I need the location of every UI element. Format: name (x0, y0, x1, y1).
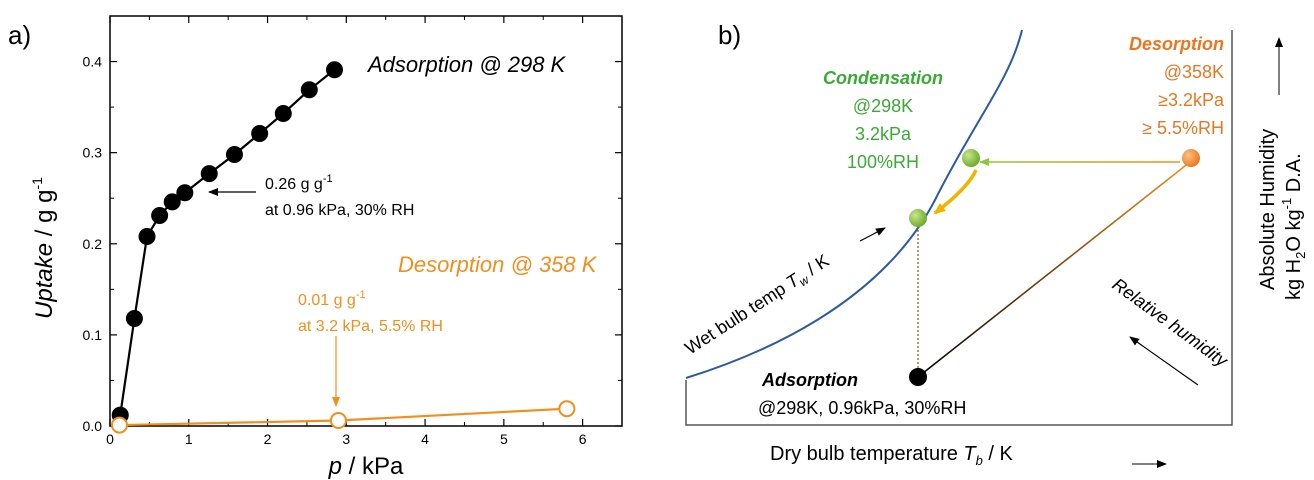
data-point-series-0 (274, 104, 292, 122)
desorption-line-2: ≥3.2kPa (1158, 90, 1225, 110)
x-tick-label: 0 (106, 431, 114, 447)
condensation-point-upper (962, 149, 980, 167)
chart-a-y-axis-label: Uptake / g g-1 (29, 177, 58, 319)
data-point-series-0 (138, 227, 156, 245)
data-point-series-1 (110, 416, 128, 434)
diagram-y-axis-label-line-2: kg H2O kg-1 D.A. (1279, 153, 1308, 300)
diagram-y-axis-label-line-1: Absolute Humidity (1257, 129, 1279, 290)
x-tick-label: 6 (579, 431, 587, 447)
chart-a-x-axis-label: p / kPa (328, 453, 404, 480)
data-point-series-1 (558, 400, 576, 418)
panel-a-label: a) (8, 20, 31, 50)
condensation-title: Condensation (823, 68, 943, 88)
data-point-series-0 (125, 309, 143, 327)
wet-bulb-arrow (859, 227, 886, 242)
panel-b-label: b) (718, 20, 741, 50)
adsorption-line-1: @298K, 0.96kPa, 30%RH (758, 398, 966, 418)
data-point-series-0 (325, 61, 343, 79)
y-tick-label: 0.4 (83, 54, 103, 70)
psychrometric-diagram: b) Condensation @298K 3.2kPa 100%RH Deso… (681, 20, 1308, 468)
diagram-x-axis-label: Dry bulb temperature Tb / K (770, 443, 1014, 468)
chart-a-plot-frame (109, 15, 623, 427)
chart-a-axes: 0 1 2 3 4 5 6 0.0 0.1 0.2 0.3 0.4 (83, 15, 623, 447)
relative-humidity-arrow (1129, 336, 1199, 386)
data-point-series-0 (251, 125, 269, 143)
data-point-series-0 (300, 81, 318, 99)
x-tick-label: 1 (185, 431, 193, 447)
chart-a-series (110, 61, 576, 434)
annotation-desorption-condition: at 3.2 kPa, 5.5% RH (298, 318, 443, 335)
y-tick-label: 0.3 (83, 145, 103, 161)
x-tick-label: 3 (342, 431, 350, 447)
adsorption-title: Adsorption (761, 370, 858, 390)
data-point-series-0 (163, 193, 181, 211)
adsorption-point (909, 368, 927, 386)
condensation-point-lower (909, 209, 927, 227)
desorption-title: Desorption (1129, 34, 1224, 54)
condensation-line-3: 100%RH (847, 152, 919, 172)
x-tick-label: 4 (421, 431, 429, 447)
data-point-series-0 (200, 165, 218, 183)
data-point-series-0 (225, 145, 243, 163)
y-tick-label: 0.2 (83, 236, 103, 252)
adsorption-chart: a) 0 1 2 3 4 5 6 0.0 0.1 0.2 0.3 0.4 Uptake / g g-1… (8, 15, 623, 480)
desorption-line-3: ≥ 5.5%RH (1142, 118, 1224, 138)
diagram-frame (685, 30, 1233, 426)
condensation-line-1: @298K (853, 96, 913, 116)
data-point-series-0 (151, 207, 169, 225)
condensation-arrow (933, 169, 978, 215)
y-tick-label: 0.1 (83, 327, 103, 343)
data-point-series-1 (329, 412, 347, 430)
x-tick-label: 2 (264, 431, 272, 447)
series-label-adsorption: Adsorption @ 298 K (366, 52, 567, 77)
relative-humidity-label: Relative humidity (1109, 274, 1232, 371)
x-tick-label: 5 (500, 431, 508, 447)
annotation-adsorption-value: 0.26 g g-1 (265, 173, 333, 193)
annotation-desorption-value: 0.01 g g-1 (298, 289, 366, 309)
desorption-point (1182, 149, 1200, 167)
condensation-line-2: 3.2kPa (855, 124, 912, 144)
wet-bulb-label: Wet bulb temp Tw / K (681, 250, 834, 360)
data-point-series-0 (176, 184, 194, 202)
series-label-desorption: Desorption @ 358 K (398, 252, 598, 277)
annotation-adsorption-condition: at 0.96 kPa, 30% RH (265, 202, 414, 219)
y-tick-label: 0.0 (83, 418, 103, 434)
desorption-line-1: @358K (1164, 62, 1224, 82)
process-line-heating (917, 161, 1191, 378)
